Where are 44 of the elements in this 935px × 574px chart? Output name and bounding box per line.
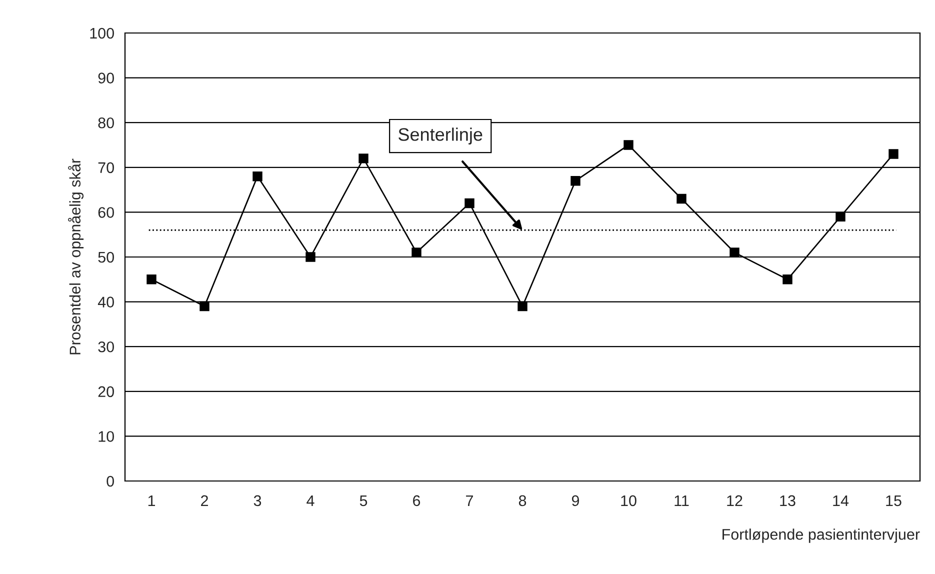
x-tick-label: 3 <box>254 495 262 506</box>
annotation: Senterlinje <box>398 128 482 144</box>
y-tick-label: 0 <box>106 476 114 487</box>
point <box>358 154 368 164</box>
point <box>888 149 898 159</box>
point <box>624 140 634 150</box>
y-tick-label: 100 <box>90 28 114 39</box>
x-tick-label: 14 <box>833 495 849 506</box>
x-tick-label: 4 <box>306 495 314 506</box>
point <box>518 301 528 312</box>
y-tick-label: 30 <box>98 341 114 352</box>
y-tick-label: 80 <box>98 117 114 128</box>
point <box>730 248 740 258</box>
y-tick-label: 50 <box>98 252 114 263</box>
y-axis-title: Prosentdel av oppnåelig skår <box>68 158 84 354</box>
y-tick-label: 60 <box>98 207 114 218</box>
point <box>570 176 580 186</box>
x-tick-label: 8 <box>518 495 526 506</box>
point <box>146 274 156 284</box>
point <box>412 248 422 258</box>
x-tick-label: 2 <box>201 495 208 506</box>
y-tick-label: 70 <box>98 162 114 174</box>
point <box>836 212 846 222</box>
y-tick-label: 10 <box>98 431 114 442</box>
point <box>252 172 262 182</box>
x-tick-label: 13 <box>780 495 796 506</box>
y-tick-label: 90 <box>98 72 114 84</box>
x-tick-label: 10 <box>621 495 636 506</box>
point <box>306 252 316 262</box>
point <box>676 194 686 204</box>
point <box>464 198 474 208</box>
x-tick-label: 5 <box>360 495 368 506</box>
x-tick-label: 12 <box>727 495 742 506</box>
point <box>200 301 210 312</box>
x-tick-label: 7 <box>466 495 473 506</box>
x-tick-label: 6 <box>413 495 420 506</box>
x-axis-title: Fortløpende pasientintervjuer <box>722 528 920 543</box>
point <box>782 274 792 284</box>
x-tick-label: 1 <box>148 495 156 506</box>
y-tick-label: 20 <box>98 386 114 398</box>
x-tick-label: 15 <box>886 495 902 506</box>
y-tick-label: 40 <box>98 296 114 308</box>
x-tick-label: 11 <box>674 495 689 506</box>
x-tick-label: 9 <box>572 495 580 506</box>
